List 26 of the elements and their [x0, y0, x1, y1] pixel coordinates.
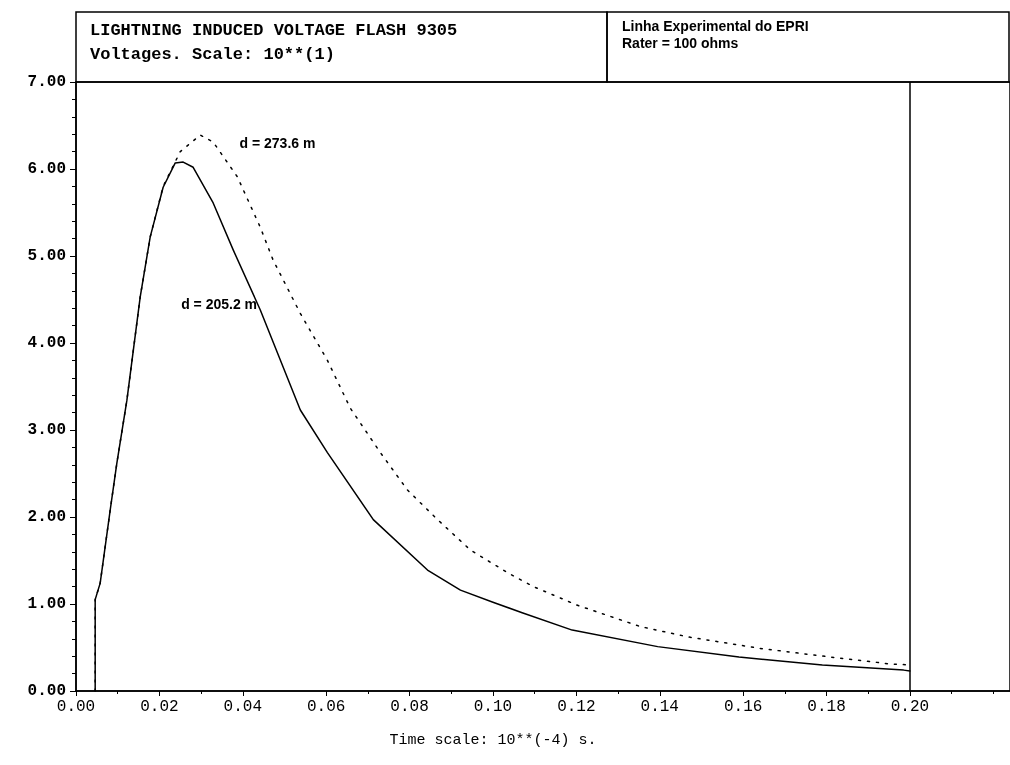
- text: Linha Experimental do EPRI: [622, 18, 809, 34]
- y-tick-label: 5.00: [27, 247, 66, 265]
- x-tick-label: 0.20: [890, 698, 930, 716]
- y-tick-label: 7.00: [27, 73, 66, 91]
- y-tick-label: 3.00: [27, 421, 66, 439]
- x-tick-label: 0.00: [56, 698, 96, 716]
- y-tick-label: 1.00: [27, 595, 66, 613]
- y-tick-label: 0.00: [27, 682, 66, 700]
- x-tick-label: 0.10: [473, 698, 513, 716]
- series-label: d = 273.6 m: [239, 134, 316, 151]
- series-label: d = 205.2 m: [181, 295, 258, 312]
- x-tick-label: 0.06: [306, 698, 346, 716]
- y-tick-label: 4.00: [27, 334, 66, 352]
- y-tick-label: 2.00: [27, 508, 66, 526]
- chart-title: LIGHTNING INDUCED VOLTAGE FLASH 9305: [90, 21, 458, 40]
- x-tick-label: 0.02: [140, 698, 179, 716]
- text: Rater = 100 ohms: [622, 35, 739, 51]
- x-tick-label: 0.14: [640, 698, 679, 716]
- chart-subtitle: Voltages. Scale: 10**(1): [90, 45, 335, 64]
- x-axis-title: Time scale: 10**(-4) s.: [389, 732, 597, 749]
- x-tick-label: 0.04: [223, 698, 262, 716]
- x-tick-label: 0.16: [723, 698, 763, 716]
- x-tick-label: 0.08: [390, 698, 429, 716]
- y-tick-label: 6.00: [27, 160, 66, 178]
- x-tick-label: 0.18: [807, 698, 846, 716]
- x-tick-label: 0.12: [557, 698, 596, 716]
